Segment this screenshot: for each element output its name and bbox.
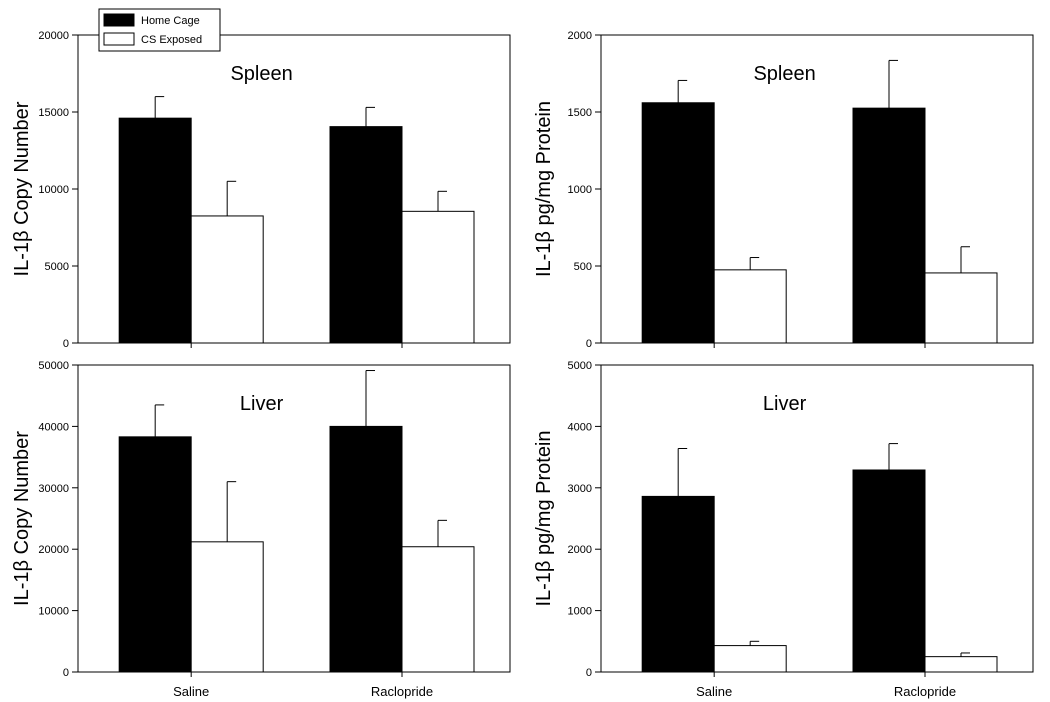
y-tick-label-liver-protein-5000: 5000 bbox=[568, 360, 592, 372]
y-tick-label-spleen-protein-500: 500 bbox=[574, 261, 592, 273]
legend-label-cs-exposed: CS Exposed bbox=[141, 34, 202, 46]
y-tick-label-liver-copy-50000: 50000 bbox=[38, 360, 69, 372]
chart-liver-copy: 0 10000 20000 30000 40000 50000 Saline Raclopri… bbox=[11, 360, 511, 699]
panel-title-spleen-protein: Spleen bbox=[753, 63, 815, 85]
bar-liver-protein-saline-cs-exposed bbox=[713, 645, 787, 673]
y-tick-label-liver-protein-4000: 4000 bbox=[568, 421, 592, 433]
legend-swatch-home-cage bbox=[103, 13, 135, 27]
bar-liver-copy-raclopride-cs-exposed bbox=[401, 546, 475, 673]
legend: Home Cage CS Exposed bbox=[98, 8, 221, 52]
bar-liver-protein-saline-home-cage bbox=[641, 495, 715, 673]
x-tick-label-liver-copy-saline: Saline bbox=[173, 684, 209, 699]
y-tick-label-spleen-protein-2000: 2000 bbox=[568, 30, 592, 42]
y-tick-label-spleen-copy-0: 0 bbox=[63, 338, 69, 350]
bar-spleen-copy-saline-home-cage bbox=[118, 117, 192, 344]
y-tick-label-spleen-copy-5000: 5000 bbox=[45, 261, 69, 273]
y-tick-label-spleen-copy-15000: 15000 bbox=[38, 107, 69, 119]
bar-spleen-protein-raclopride-home-cage bbox=[852, 107, 926, 344]
y-tick-label-liver-protein-1000: 1000 bbox=[568, 606, 592, 618]
y-tick-label-liver-copy-0: 0 bbox=[63, 667, 69, 679]
bar-spleen-copy-saline-cs-exposed bbox=[190, 215, 264, 344]
bar-liver-protein-raclopride-home-cage bbox=[852, 469, 926, 673]
y-tick-label-liver-copy-10000: 10000 bbox=[38, 606, 69, 618]
x-tick-label-liver-protein-saline: Saline bbox=[696, 684, 732, 699]
y-tick-label-spleen-copy-20000: 20000 bbox=[38, 30, 69, 42]
y-tick-label-liver-protein-2000: 2000 bbox=[568, 544, 592, 556]
bar-liver-copy-raclopride-home-cage bbox=[329, 425, 403, 673]
y-tick-label-liver-copy-20000: 20000 bbox=[38, 544, 69, 556]
y-tick-label-spleen-protein-1500: 1500 bbox=[568, 107, 592, 119]
y-tick-label-liver-protein-3000: 3000 bbox=[568, 483, 592, 495]
y-axis-label-spleen-protein: IL-1β pg/mg Protein bbox=[533, 101, 555, 277]
y-tick-label-liver-copy-30000: 30000 bbox=[38, 483, 69, 495]
chart-liver-protein: 0 1000 2000 3000 4000 5000 Saline Raclopride Liv… bbox=[533, 360, 1034, 699]
y-tick-label-liver-copy-40000: 40000 bbox=[38, 421, 69, 433]
plot-frame-liver-copy bbox=[77, 364, 511, 673]
bar-spleen-protein-saline-home-cage bbox=[641, 102, 715, 344]
y-axis-label-spleen-copy: IL-1β Copy Number bbox=[11, 101, 33, 276]
bar-liver-copy-saline-cs-exposed bbox=[190, 541, 264, 673]
y-tick-label-spleen-protein-0: 0 bbox=[586, 338, 592, 350]
panel-title-liver-protein: Liver bbox=[763, 393, 807, 415]
panel-title-liver-copy: Liver bbox=[240, 393, 284, 415]
y-axis-label-liver-copy: IL-1β Copy Number bbox=[11, 431, 33, 606]
plot-frame-liver-protein bbox=[600, 364, 1034, 673]
x-tick-label-liver-protein-raclopride: Raclopride bbox=[894, 684, 956, 699]
chart-spleen-protein: 0 500 1000 1500 2000 Spleen IL-1β pg/mg Protei… bbox=[533, 30, 1034, 350]
bar-spleen-copy-raclopride-cs-exposed bbox=[401, 210, 475, 344]
y-tick-label-spleen-copy-10000: 10000 bbox=[38, 184, 69, 196]
legend-label-home-cage: Home Cage bbox=[141, 15, 200, 27]
y-tick-label-spleen-protein-1000: 1000 bbox=[568, 184, 592, 196]
x-tick-label-liver-copy-raclopride: Raclopride bbox=[371, 684, 433, 699]
y-axis-label-liver-protein: IL-1β pg/mg Protein bbox=[533, 430, 555, 606]
chart-spleen-copy: 0 5000 10000 15000 20000 Spleen IL-1β Copy Num… bbox=[11, 30, 511, 350]
bar-spleen-protein-saline-cs-exposed bbox=[713, 269, 787, 344]
bar-spleen-copy-raclopride-home-cage bbox=[329, 126, 403, 344]
bar-spleen-protein-raclopride-cs-exposed bbox=[924, 272, 998, 344]
panel-title-spleen-copy: Spleen bbox=[230, 63, 292, 85]
bar-liver-copy-saline-home-cage bbox=[118, 436, 192, 673]
legend-swatch-cs-exposed bbox=[103, 32, 135, 46]
bar-liver-protein-raclopride-cs-exposed bbox=[924, 656, 998, 673]
y-tick-label-liver-protein-0: 0 bbox=[586, 667, 592, 679]
